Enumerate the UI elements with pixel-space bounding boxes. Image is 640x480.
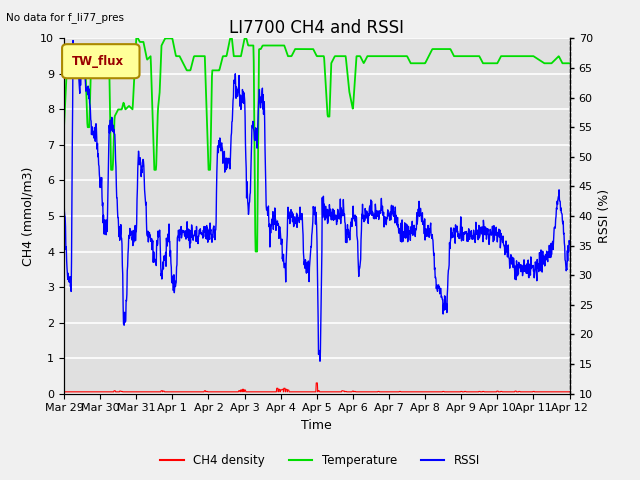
Text: TW_flux: TW_flux bbox=[72, 55, 124, 68]
Text: No data for f_li77_pres: No data for f_li77_pres bbox=[6, 12, 124, 23]
Y-axis label: CH4 (mmol/m3): CH4 (mmol/m3) bbox=[22, 166, 35, 266]
Y-axis label: RSSI (%): RSSI (%) bbox=[598, 189, 611, 243]
X-axis label: Time: Time bbox=[301, 419, 332, 432]
Legend: CH4 density, Temperature, RSSI: CH4 density, Temperature, RSSI bbox=[156, 449, 484, 472]
Title: LI7700 CH4 and RSSI: LI7700 CH4 and RSSI bbox=[229, 19, 404, 37]
